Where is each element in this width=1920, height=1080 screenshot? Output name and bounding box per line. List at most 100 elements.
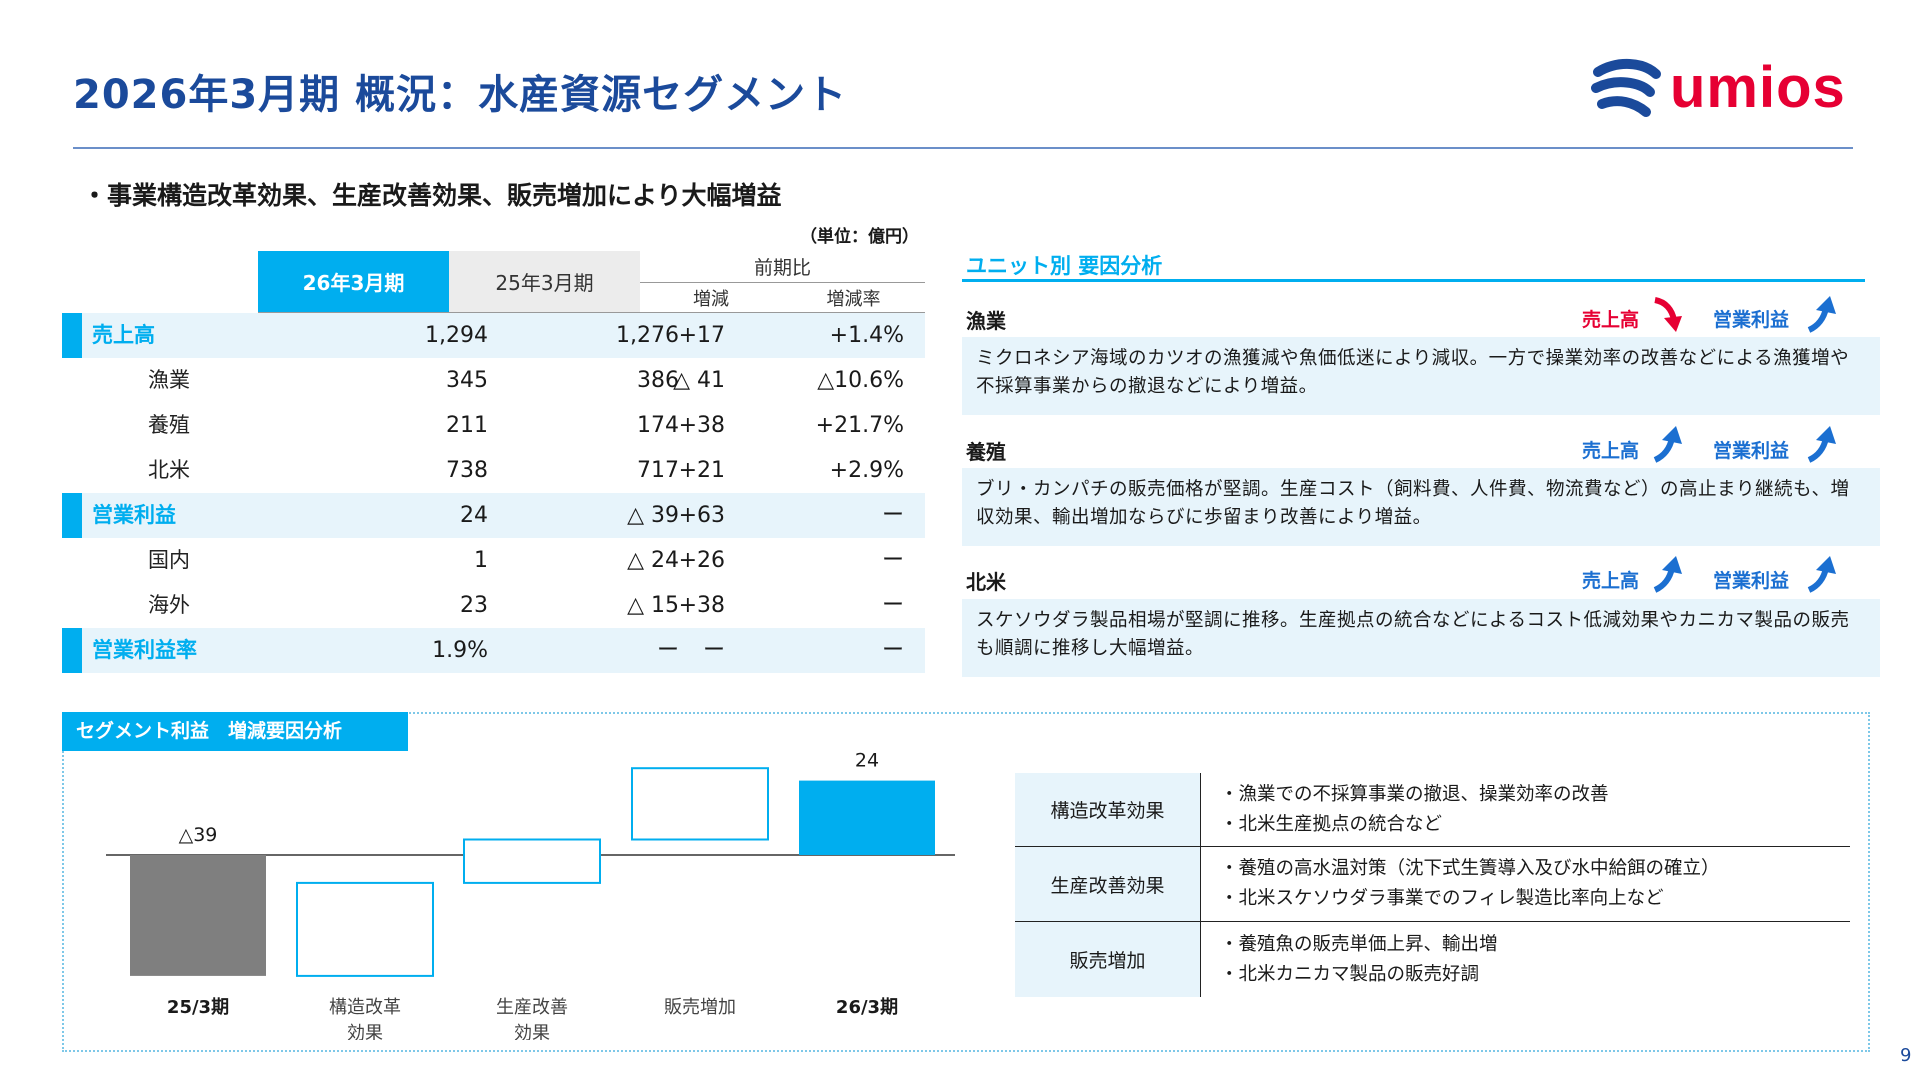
table-row: 営業利益 24 △ 39 +63 ー [62,493,925,538]
cell-rate: ー [881,593,904,618]
category-label: 26/3期 [836,997,898,1018]
factor-table-divider [1200,773,1201,997]
category-label: 販売増加 [664,997,736,1018]
arrow-up-icon [1807,296,1836,333]
headline: ・事業構造改革効果、生産改善効果、販売増加により大幅増益 [82,181,782,210]
unit-description: ブリ・カンパチの販売価格が堅調。生産コスト（飼料費、人件費、物流費など）の高止ま… [962,468,1880,546]
arrow-up-icon [1807,556,1836,593]
col-header-previous: 25年3月期 [449,251,640,312]
table-row: 養殖 211 174 +38 +21.7% [62,403,925,448]
cell-change: +17 [678,323,725,348]
row-accent-bar [62,628,82,673]
cell-change: +21 [678,458,725,483]
table-row: 海外 23 △ 15 +38 ー [62,583,925,628]
table-row: 国内 1 △ 24 +26 ー [62,538,925,583]
unit-name: 養殖 [966,440,1006,464]
unit-name: 北米 [966,570,1006,594]
category-label: 効果 [514,1023,550,1040]
header-divider [640,282,925,283]
unit-analysis-title: ユニット別 要因分析 [966,254,1163,278]
table-row: 営業利益率 1.9% ー ー ー [62,628,925,673]
cell-current: 345 [446,368,488,393]
factor-detail: ・養殖魚の販売単価上昇、輸出増 ・北米カニカマ製品の販売好調 [1200,922,1850,997]
waterfall-bar [130,855,266,976]
profit-indicator: 営業利益 [1713,570,1790,592]
umios-logo [1591,58,1661,117]
row-label: 営業利益率 [92,638,197,662]
cell-previous: ー [656,638,679,663]
cell-current: 24 [460,503,488,528]
row-label: 養殖 [148,413,190,437]
factor-detail-line: ・養殖魚の販売単価上昇、輸出増 [1220,933,1498,955]
cell-rate: ー [881,503,904,528]
unit-description: スケソウダラ製品相場が堅調に推移。生産拠点の統合などによるコスト低減効果やカニカ… [962,599,1880,677]
cell-rate: ー [881,638,904,663]
factor-detail-line: ・漁業での不採算事業の撤退、操業効率の改善 [1220,783,1609,805]
waterfall-bar [463,838,601,884]
table-row: 漁業 345 386 △ 41 △10.6% [62,358,925,403]
factor-label: 構造改革効果 [1015,773,1200,846]
factor-label: 生産改善効果 [1015,847,1200,921]
table-row: 北米 738 717 +21 +2.9% [62,448,925,493]
factor-detail-line: ・北米カニカマ製品の販売好調 [1220,963,1480,985]
row-accent-bar [62,493,82,538]
cell-previous: 717 [637,458,679,483]
title-divider [73,147,1853,149]
waterfall-bar [631,767,769,841]
col-header-change: 増減 [693,289,729,310]
cell-change: +63 [678,503,725,528]
cell-rate: +2.9% [829,458,904,483]
row-label: 漁業 [148,368,190,392]
segment-panel [62,712,1870,1052]
cell-current: 211 [446,413,488,438]
factor-label: 販売増加 [1015,922,1200,997]
factor-row-divider [1015,846,1850,847]
page-title: 2026年3月期 概況：水産資源セグメント [73,72,848,118]
factor-detail: ・漁業での不採算事業の撤退、操業効率の改善 ・北米生産拠点の統合など [1200,773,1850,846]
col-header-compare: 前期比 [753,257,811,279]
table-row: 売上高 1,294 1,276 +17 +1.4% [62,313,925,358]
waterfall-bar [799,780,935,855]
sales-indicator: 売上高 [1582,570,1640,592]
category-label: 25/3期 [167,997,229,1018]
page-number: 9 [1900,1045,1912,1066]
cell-rate: +1.4% [829,323,904,348]
cell-rate: △10.6% [817,368,904,393]
profit-indicator: 営業利益 [1713,309,1790,331]
category-label: 生産改善 [496,997,568,1018]
unit-description: ミクロネシア海域のカツオの漁獲減や魚価低迷により減収。一方で操業効率の改善などに… [962,337,1880,415]
profit-indicator: 営業利益 [1713,440,1790,462]
cell-change: ー [702,638,725,663]
logo-mark-icon [1591,58,1661,117]
sales-indicator: 売上高 [1582,309,1640,331]
factor-detail-line: ・北米スケソウダラ事業でのフィレ製造比率向上など [1220,888,1664,909]
col-header-rate: 増減率 [826,289,881,310]
row-label: 国内 [148,548,190,572]
cell-previous: △ 24 [627,548,679,573]
row-label: 売上高 [92,323,155,347]
logo-wordmark: umios [1670,55,1846,120]
cell-current: 1,294 [425,323,488,348]
header-bottom-rule [258,312,925,313]
cell-change: +26 [678,548,725,573]
cell-rate: +21.7% [815,413,904,438]
cell-previous: △ 39 [627,503,679,528]
factor-detail-line: ・養殖の高水温対策（沈下式生簀導入及び水中給餌の確立） [1220,858,1720,879]
row-label: 北米 [148,458,190,482]
col-header-current: 26年3月期 [258,251,449,312]
arrow-up-icon [1653,426,1682,463]
row-label: 営業利益 [92,503,176,527]
data-label: △39 [179,824,218,846]
cell-current: 738 [446,458,488,483]
row-label: 海外 [148,593,190,617]
cell-current: 1.9% [432,638,488,663]
unit-analysis-rule [962,279,1865,282]
segment-panel-title: セグメント利益 増減要因分析 [62,712,408,751]
row-accent-bar [62,313,82,358]
cell-rate: ー [881,548,904,573]
arrow-down-icon [1654,297,1682,332]
cell-change: +38 [678,593,725,618]
arrow-up-icon [1653,556,1682,593]
cell-previous: 1,276 [616,323,679,348]
data-label: 24 [855,750,879,772]
